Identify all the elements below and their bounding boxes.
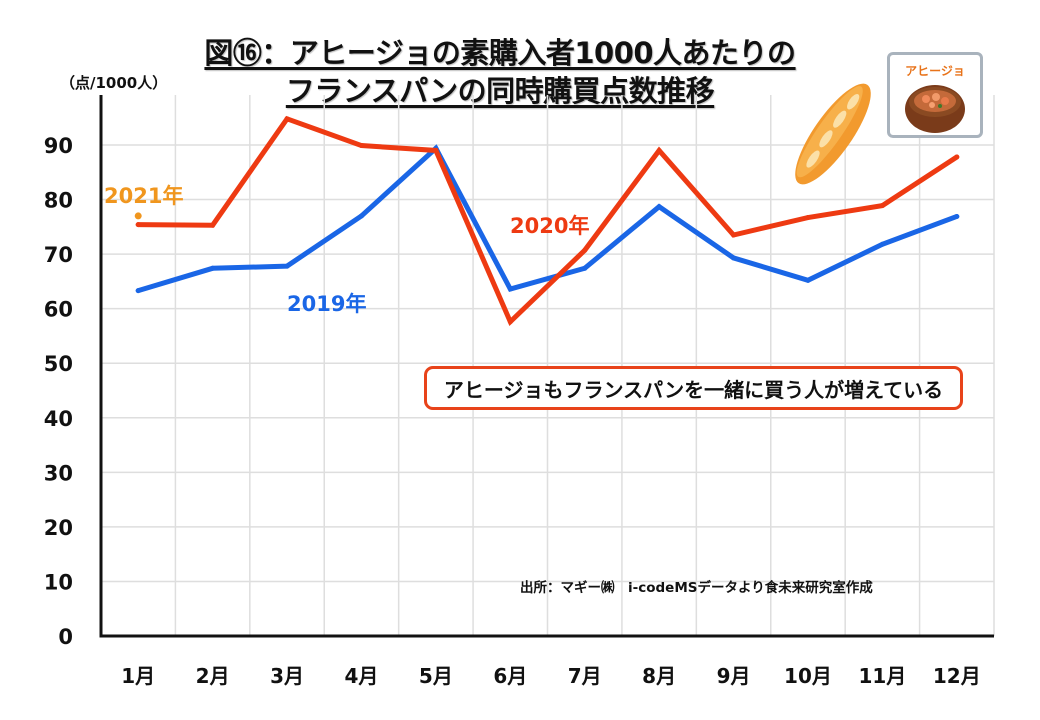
x-tick-label: 3月 — [270, 664, 304, 688]
series-label-2019: 2019年 — [287, 292, 367, 316]
data-point — [731, 232, 737, 238]
x-tick-label: 9月 — [717, 664, 751, 688]
x-tick-label: 11月 — [858, 664, 906, 688]
series-line — [135, 115, 960, 327]
data-point — [954, 154, 960, 160]
source-note: 出所：マギー㈱ i-codeMSデータより食未来研究室作成 — [520, 580, 873, 596]
data-point — [284, 116, 290, 122]
y-tick-label: 40 — [44, 407, 73, 431]
x-tick-label: 6月 — [493, 664, 527, 688]
y-tick-label: 10 — [44, 570, 73, 594]
x-tick-label: 2月 — [196, 664, 230, 688]
data-point — [284, 263, 290, 269]
series-lines — [134, 115, 960, 327]
chart-title-line2: フランスパンの同時購買点数推移 — [285, 74, 715, 108]
data-point — [507, 286, 513, 292]
data-point — [135, 222, 141, 228]
data-point — [433, 147, 439, 153]
data-point — [879, 241, 885, 247]
data-point — [358, 143, 364, 149]
x-tick-label: 4月 — [344, 664, 378, 688]
y-tick-label: 20 — [44, 516, 73, 540]
y-tick-label: 90 — [44, 134, 73, 158]
data-point — [879, 203, 885, 209]
x-tick-label: 10月 — [784, 664, 832, 688]
data-point — [805, 277, 811, 283]
series-label-2021: 2021年 — [104, 184, 184, 208]
callout-note: アヒージョもフランスパンを一緒に買う人が増えている — [424, 366, 963, 410]
axes — [99, 95, 994, 638]
callout-note-text: アヒージョもフランスパンを一緒に買う人が増えている — [443, 377, 944, 402]
y-tick-label: 30 — [44, 461, 73, 485]
data-point — [358, 213, 364, 219]
baguette-icon — [795, 83, 871, 185]
chart-title-line1: 図⑯：アヒージョの素購入者1000人あたりの — [204, 36, 796, 70]
series-line — [135, 144, 960, 294]
tick-labels: 0 10 20 30 40 50 60 70 80 90 1月 2月 3月 4月 5月 6月 7月 8月 9月 10月… — [44, 134, 981, 688]
x-tick-label: 8月 — [642, 664, 676, 688]
series-2020年 — [135, 115, 960, 327]
ajillo-image-card: アヒージョ — [887, 52, 983, 138]
x-tick-label: 5月 — [419, 664, 453, 688]
y-axis-unit-label: （点/1000人） — [60, 74, 168, 92]
data-point — [135, 288, 141, 294]
x-tick-label: 7月 — [568, 664, 602, 688]
ajillo-dish-icon — [905, 85, 965, 133]
y-tick-label: 70 — [44, 243, 73, 267]
y-tick-label: 50 — [44, 352, 73, 376]
data-point — [656, 147, 662, 153]
data-point — [210, 222, 216, 228]
data-point — [507, 319, 513, 325]
data-point — [731, 255, 737, 261]
series-2021年 — [134, 212, 142, 220]
y-tick-label: 60 — [44, 298, 73, 322]
data-point — [582, 265, 588, 271]
data-point — [210, 265, 216, 271]
y-tick-label: 80 — [44, 189, 73, 213]
x-tick-label: 12月 — [933, 664, 981, 688]
data-point — [805, 215, 811, 221]
x-tick-label: 1月 — [121, 664, 155, 688]
data-point — [134, 212, 142, 220]
data-point — [582, 247, 588, 253]
data-point — [954, 213, 960, 219]
image-card-caption: アヒージョ — [905, 64, 965, 78]
grid-lines — [101, 95, 995, 636]
y-tick-label: 0 — [58, 625, 73, 649]
series-label-2020: 2020年 — [510, 214, 590, 238]
data-point — [656, 204, 662, 210]
